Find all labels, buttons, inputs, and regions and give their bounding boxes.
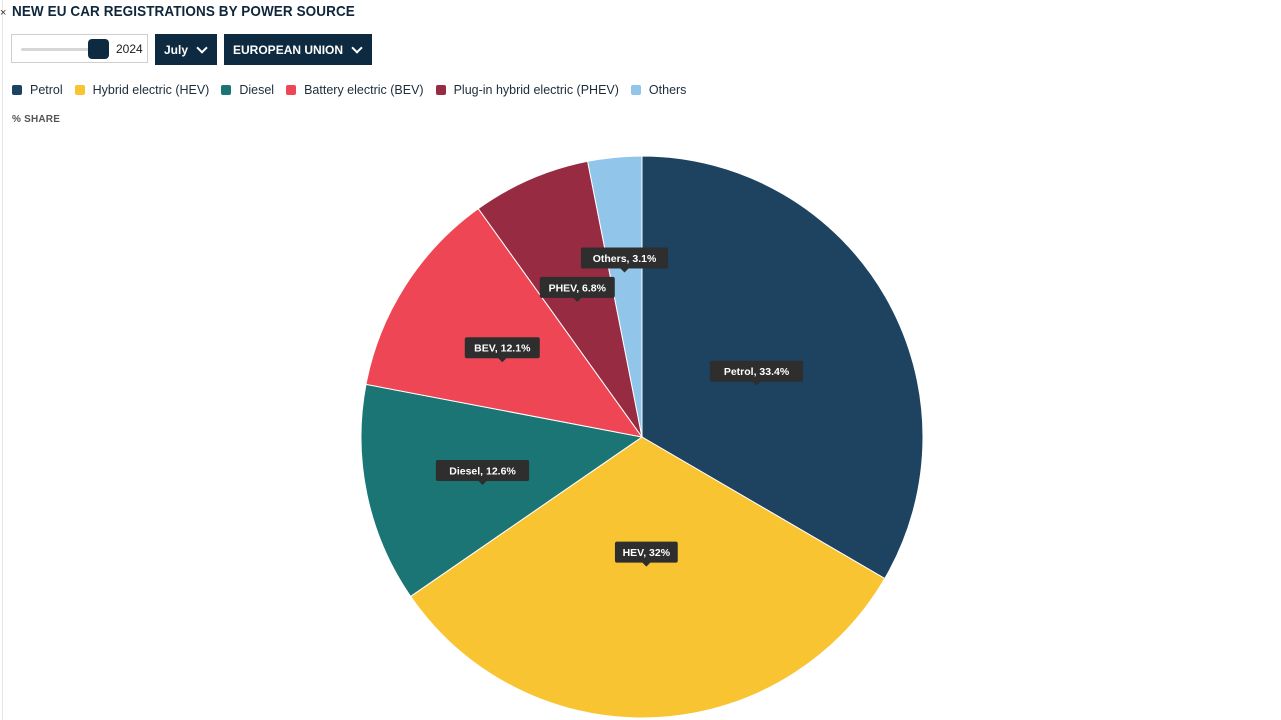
data-label-petrol: Petrol, 33.4% [709, 360, 804, 386]
data-label-text: BEV, 12.1% [474, 343, 531, 355]
data-label-phev: PHEV, 6.8% [539, 276, 615, 302]
legend-swatch [74, 85, 85, 95]
filter-controls: 2024 July EUROPEAN UNION [11, 34, 373, 65]
unit-label: % SHARE [12, 114, 61, 125]
legend-swatch [630, 85, 641, 95]
data-label-text: Others, 3.1% [593, 253, 657, 265]
data-label-text: Diesel, 12.6% [449, 466, 516, 478]
data-label-box [580, 247, 669, 273]
legend-item[interactable]: Petrol [12, 83, 63, 97]
data-label-box [435, 460, 530, 486]
legend-label: Others [648, 83, 687, 97]
left-border [2, 0, 3, 720]
year-value: 2024 [116, 42, 143, 56]
pie-slice-others[interactable] [587, 155, 643, 438]
data-label-others: Others, 3.1% [580, 247, 669, 273]
data-label-text: HEV, 32% [623, 547, 671, 559]
legend-swatch [435, 85, 446, 95]
chart-title: NEW EU CAR REGISTRATIONS BY POWER SOURCE [12, 3, 355, 20]
legend-label: Hybrid electric (HEV) [92, 83, 210, 97]
month-dropdown[interactable]: July [155, 34, 218, 65]
data-label-diesel: Diesel, 12.6% [435, 460, 530, 486]
data-label-box [614, 541, 678, 567]
legend-item[interactable]: Diesel [221, 83, 274, 97]
year-slider[interactable]: 2024 [11, 34, 148, 63]
legend-label: Petrol [30, 83, 63, 97]
legend-item[interactable]: Battery electric (BEV) [286, 83, 424, 97]
pie-slice-hev[interactable] [409, 436, 886, 719]
legend-item[interactable]: Others [630, 83, 687, 97]
region-dropdown-label: EUROPEAN UNION [233, 42, 344, 57]
chart-legend: Petrol Hybrid electric (HEV) Diesel Battery… [12, 83, 698, 97]
month-dropdown-label: July [164, 42, 189, 57]
legend-item[interactable]: Plug-in hybrid electric (PHEV) [435, 83, 619, 97]
legend-swatch [12, 85, 22, 95]
year-slider-track[interactable] [21, 48, 93, 51]
data-label-hev: HEV, 32% [614, 541, 678, 567]
legend-swatch [286, 85, 297, 95]
data-label-bev: BEV, 12.1% [464, 337, 540, 363]
legend-swatch [221, 85, 232, 95]
region-dropdown[interactable]: EUROPEAN UNION [224, 34, 373, 65]
data-label-box [464, 337, 540, 363]
data-label-box [709, 360, 804, 386]
legend-label: Battery electric (BEV) [304, 83, 424, 97]
year-slider-handle[interactable] [88, 39, 109, 59]
legend-label: Diesel [239, 83, 275, 97]
pie-slice-bev[interactable] [365, 207, 644, 438]
close-icon[interactable]: × [0, 7, 7, 19]
legend-item[interactable]: Hybrid electric (HEV) [74, 83, 210, 97]
data-label-box [539, 276, 615, 302]
legend-label: Plug-in hybrid electric (PHEV) [453, 83, 619, 97]
data-label-text: PHEV, 6.8% [549, 282, 607, 294]
pie-slice-diesel[interactable] [360, 383, 644, 598]
data-label-text: Petrol, 33.4% [724, 366, 790, 378]
